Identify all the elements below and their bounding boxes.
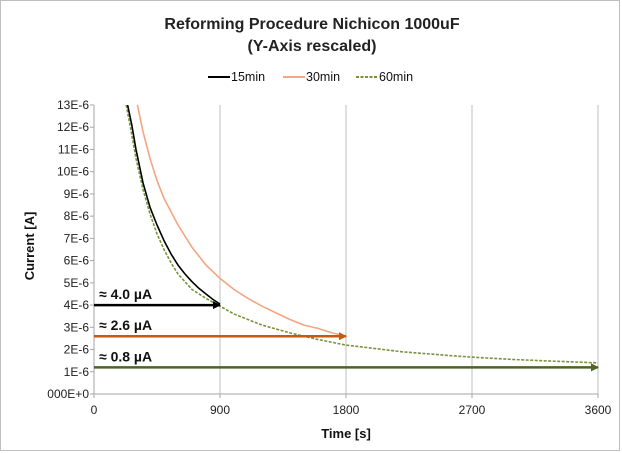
y-tick-label: 13E-6 (57, 98, 89, 112)
y-tick-label: 1E-6 (64, 365, 90, 379)
y-tick-label: 11E-6 (58, 142, 89, 156)
y-tick-label: 000E+0 (47, 387, 89, 401)
y-tick-label: 12E-6 (57, 120, 89, 134)
x-tick-label: 0 (91, 403, 98, 417)
y-tick-label: 8E-6 (64, 209, 90, 223)
legend-label-30min: 30min (306, 70, 340, 84)
y-axis-ticks: 000E+0 1E-6 2E-6 3E-6 4E-6 5E-6 6E-6 7E-6 8E-6 9E… (47, 98, 94, 401)
legend: 15min 30min 60min (208, 70, 413, 84)
legend-label-15min: 15min (231, 70, 265, 84)
legend-label-60min: 60min (379, 70, 413, 84)
plot-area (125, 105, 598, 364)
y-tick-label: 7E-6 (64, 231, 90, 245)
annotation-label: ≈ 0.8 µA (99, 348, 152, 364)
x-tick-label: 2700 (459, 403, 486, 417)
x-tick-label: 3600 (585, 403, 612, 417)
series-line-60min (125, 105, 598, 364)
y-tick-label: 5E-6 (64, 276, 90, 290)
x-axis-title: Time [s] (321, 426, 371, 441)
annotation-label: ≈ 2.6 µA (99, 317, 152, 333)
x-tick-label: 1800 (333, 403, 360, 417)
series-line-30min (136, 105, 347, 337)
y-tick-label: 10E-6 (57, 165, 89, 179)
y-tick-label: 2E-6 (64, 343, 90, 357)
x-axis-ticks: 0 900 1800 2700 3600 (91, 394, 612, 417)
y-tick-label: 4E-6 (64, 298, 90, 312)
chart-title: Reforming Procedure Nichicon 1000uF (164, 16, 459, 33)
chart-subtitle: (Y-Axis rescaled) (248, 38, 377, 55)
annotations: ≈ 4.0 µA ≈ 2.6 µA ≈ 0.8 µA (94, 286, 599, 372)
y-tick-label: 3E-6 (64, 320, 90, 334)
series-line-15min (126, 105, 221, 305)
x-tick-label: 900 (210, 403, 230, 417)
y-tick-label: 6E-6 (64, 254, 90, 268)
y-axis-title: Current [A] (22, 212, 37, 281)
annotation-label: ≈ 4.0 µA (99, 286, 152, 302)
y-tick-label: 9E-6 (64, 187, 90, 201)
grid (93, 105, 599, 395)
